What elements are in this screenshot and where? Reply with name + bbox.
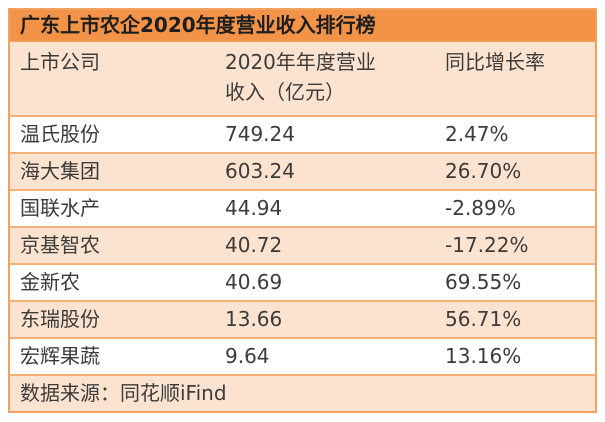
data-source-note: 数据来源：同花顺iFind	[10, 374, 595, 411]
table-row: 温氏股份 749.24 2.47%	[10, 115, 595, 152]
header-revenue-line1: 2020年年度营业	[225, 50, 376, 74]
header-growth: 同比增长率	[445, 50, 545, 74]
revenue-value: 603.24	[225, 159, 295, 183]
revenue-value: 44.94	[225, 196, 283, 220]
growth-value: 69.55%	[445, 270, 522, 294]
header-revenue: 2020年年度营业 收入（亿元）	[225, 47, 445, 107]
table-row: 国联水产 44.94 -2.89%	[10, 189, 595, 226]
table-title: 广东上市农企2020年度营业收入排行榜	[10, 10, 595, 42]
header-revenue-line2: 收入（亿元）	[225, 80, 345, 104]
table-row: 京基智农 40.72 -17.22%	[10, 226, 595, 263]
table-row: 宏辉果蔬 9.64 13.16%	[10, 337, 595, 374]
growth-value: 13.16%	[445, 344, 522, 368]
company-name: 京基智农	[20, 233, 100, 257]
company-name: 国联水产	[20, 196, 100, 220]
company-name: 宏辉果蔬	[20, 344, 100, 368]
header-company: 上市公司	[20, 50, 100, 74]
table-header-row: 上市公司 2020年年度营业 收入（亿元） 同比增长率	[10, 42, 595, 115]
revenue-value: 9.64	[225, 344, 270, 368]
revenue-value: 40.69	[225, 270, 283, 294]
table-row: 海大集团 603.24 26.70%	[10, 152, 595, 189]
company-name: 温氏股份	[20, 122, 100, 146]
growth-value: 2.47%	[445, 122, 509, 146]
company-name: 东瑞股份	[20, 307, 100, 331]
revenue-value: 749.24	[225, 122, 295, 146]
company-name: 海大集团	[20, 159, 100, 183]
growth-value: 26.70%	[445, 159, 522, 183]
growth-value: 56.71%	[445, 307, 522, 331]
revenue-value: 13.66	[225, 307, 283, 331]
revenue-value: 40.72	[225, 233, 283, 257]
growth-value: -2.89%	[445, 196, 516, 220]
company-name: 金新农	[20, 270, 80, 294]
revenue-ranking-table: 广东上市农企2020年度营业收入排行榜 上市公司 2020年年度营业 收入（亿元…	[8, 8, 597, 413]
table-row: 东瑞股份 13.66 56.71%	[10, 300, 595, 337]
table-row: 金新农 40.69 69.55%	[10, 263, 595, 300]
growth-value: -17.22%	[445, 233, 529, 257]
